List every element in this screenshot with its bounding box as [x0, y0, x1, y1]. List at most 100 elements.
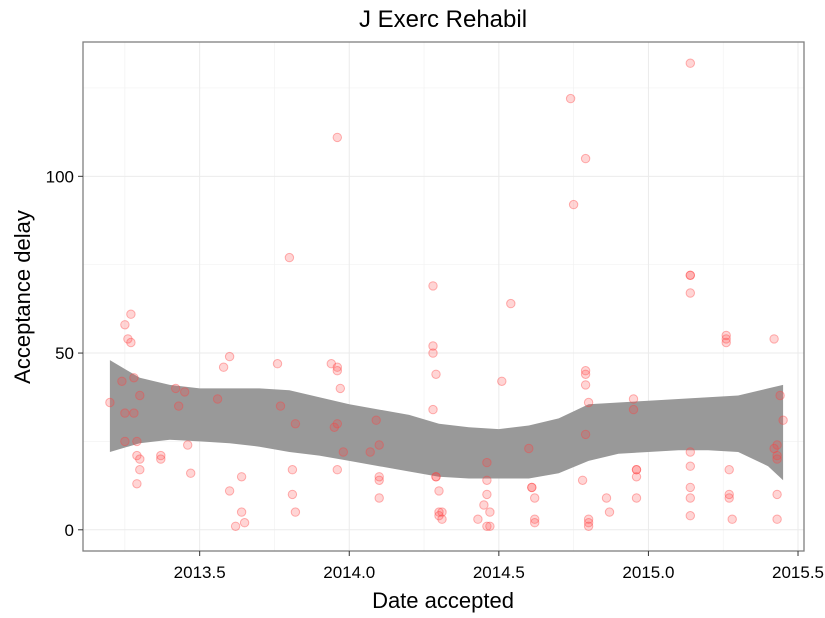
data-point	[497, 376, 507, 386]
data-point	[628, 404, 639, 415]
data-point	[685, 270, 695, 280]
data-point	[126, 337, 136, 348]
data-point	[721, 337, 731, 348]
data-point	[290, 507, 301, 517]
data-point	[236, 472, 247, 482]
confidence-band	[109, 360, 784, 481]
data-point	[482, 521, 492, 531]
data-point	[428, 341, 438, 351]
x-tick-label: 2013.5	[174, 563, 226, 582]
data-point	[120, 408, 130, 418]
data-point	[580, 366, 591, 376]
data-point	[775, 390, 785, 401]
data-point	[685, 482, 695, 493]
data-point	[236, 507, 247, 517]
data-point	[434, 507, 444, 517]
data-point	[583, 518, 594, 528]
data-point	[482, 489, 492, 500]
data-point	[129, 408, 139, 418]
data-point	[186, 468, 196, 478]
data-point	[338, 447, 348, 457]
data-point	[329, 422, 339, 432]
data-point	[685, 270, 695, 280]
data-point	[724, 465, 734, 475]
data-point	[485, 521, 495, 531]
data-point	[727, 514, 737, 524]
data-point	[778, 415, 788, 425]
data-point	[580, 369, 591, 379]
data-point	[224, 351, 235, 362]
data-point	[156, 454, 166, 464]
data-point	[224, 486, 235, 496]
data-point	[685, 493, 695, 503]
data-point	[287, 489, 298, 500]
data-point	[437, 514, 447, 524]
data-point	[685, 288, 695, 298]
data-point	[685, 58, 695, 68]
data-points-layer	[105, 58, 788, 531]
data-point	[332, 366, 342, 376]
data-point	[631, 465, 642, 475]
data-point	[482, 475, 492, 485]
data-point	[365, 447, 375, 457]
data-point	[583, 397, 594, 408]
data-point	[332, 419, 342, 429]
data-point	[132, 479, 142, 489]
data-point	[129, 373, 139, 383]
plot-border	[82, 41, 805, 552]
data-point	[135, 390, 145, 401]
data-point	[431, 472, 441, 482]
data-point	[431, 472, 441, 482]
data-point	[604, 507, 615, 517]
data-point	[272, 359, 283, 369]
y-axis-label: Acceptance delay	[10, 210, 35, 384]
data-point	[434, 486, 444, 496]
data-point	[580, 429, 591, 440]
data-point	[530, 518, 540, 528]
data-point	[332, 465, 342, 475]
x-tick-label: 2015.5	[772, 563, 824, 582]
data-point	[374, 493, 384, 503]
data-point	[772, 440, 782, 450]
data-point	[332, 132, 342, 143]
data-point	[631, 472, 642, 482]
data-point	[769, 443, 779, 454]
data-point	[772, 489, 782, 500]
data-point	[284, 252, 295, 263]
axes-layer: 2013.5 2014.0 2014.5 2015.0 2015.5 0 50 100	[46, 167, 824, 582]
data-point	[721, 330, 731, 341]
data-point	[580, 153, 591, 164]
data-point	[485, 507, 495, 517]
data-point	[374, 440, 384, 450]
data-point	[332, 362, 342, 372]
data-point	[132, 436, 142, 447]
data-point	[126, 309, 136, 319]
data-point	[583, 521, 594, 531]
data-point	[230, 521, 241, 531]
data-point	[105, 397, 115, 408]
data-point	[431, 369, 441, 379]
data-point	[601, 493, 612, 503]
data-point	[275, 401, 286, 411]
x-tick-label: 2014.0	[323, 563, 375, 582]
data-point	[769, 334, 779, 344]
x-tick-label: 2015.0	[622, 563, 674, 582]
data-point	[473, 514, 483, 524]
data-point	[117, 376, 127, 386]
data-point	[183, 440, 193, 450]
data-point	[135, 465, 145, 475]
x-axis-label: Date accepted	[372, 588, 514, 613]
data-point	[428, 404, 438, 415]
data-point	[174, 401, 184, 411]
data-point	[156, 450, 166, 461]
data-point	[506, 298, 516, 309]
data-point	[428, 348, 438, 358]
data-point	[580, 380, 591, 390]
data-point	[631, 493, 642, 503]
data-point	[685, 461, 695, 471]
data-point	[631, 465, 642, 475]
data-point	[530, 514, 540, 524]
data-point	[120, 436, 130, 447]
data-point	[239, 518, 250, 528]
data-point	[428, 281, 438, 291]
